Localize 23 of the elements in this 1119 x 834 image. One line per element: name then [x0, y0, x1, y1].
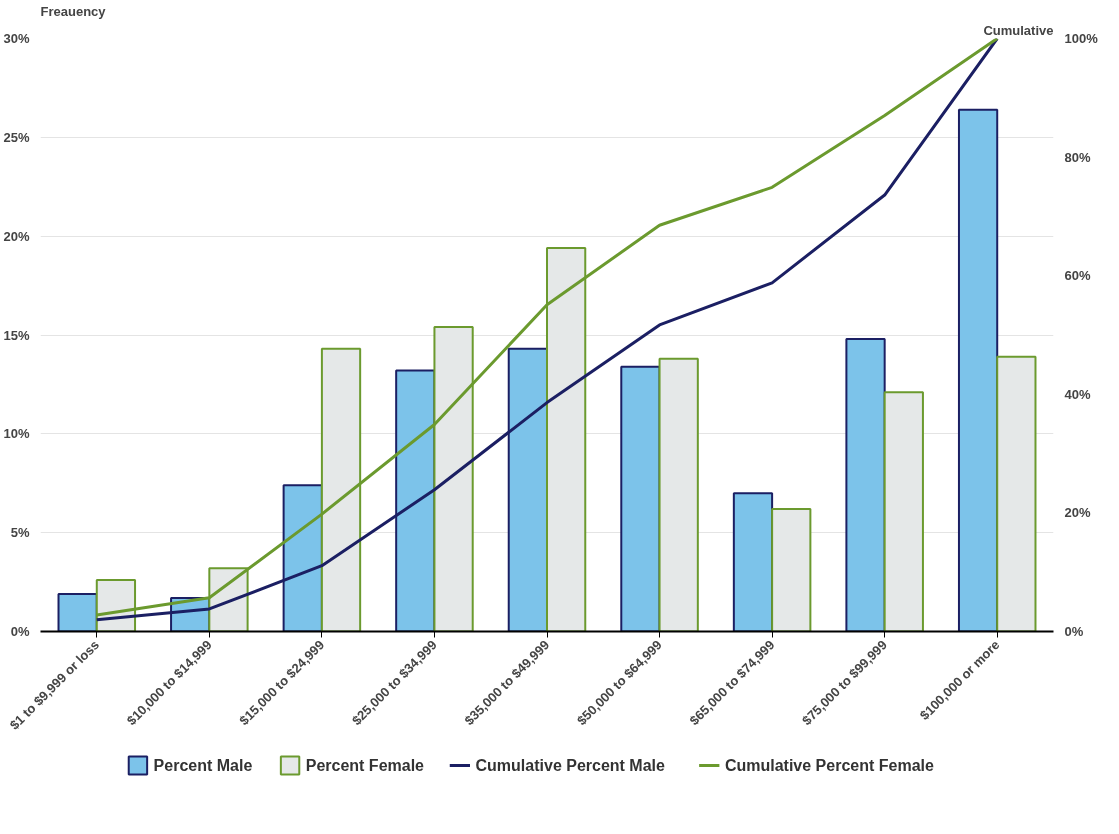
- y2-tick-label: 40%: [1064, 386, 1091, 402]
- y-tick-label: 30%: [3, 31, 30, 46]
- legend-label: Cumulative Percent Female: [724, 757, 934, 774]
- y-tick-label: 15%: [3, 327, 30, 343]
- legend-label: Percent Male: [153, 757, 253, 774]
- y-tick-label: 0%: [10, 624, 30, 639]
- y-axis-title: Freauency: [40, 3, 107, 19]
- bar: [620, 365, 661, 632]
- y2-tick-label: 100%: [1064, 31, 1099, 46]
- y-tick-label: 10%: [3, 426, 30, 442]
- y2-tick-label: 80%: [1064, 149, 1091, 165]
- y-tick-label: 25%: [3, 129, 30, 145]
- y-tick-label: 5%: [10, 525, 30, 541]
- y2-tick-label: 0%: [1064, 624, 1084, 639]
- legend-label: Percent Female: [305, 757, 425, 774]
- bar: [732, 492, 774, 632]
- y2-axis-title: Cumulative: [983, 22, 1054, 38]
- bar: [957, 108, 999, 632]
- bar: [845, 337, 886, 632]
- y-tick-label: 20%: [3, 228, 30, 244]
- legend-label: Cumulative Percent Male: [475, 757, 666, 774]
- y2-tick-label: 60%: [1064, 268, 1091, 284]
- y2-tick-label: 20%: [1064, 505, 1091, 521]
